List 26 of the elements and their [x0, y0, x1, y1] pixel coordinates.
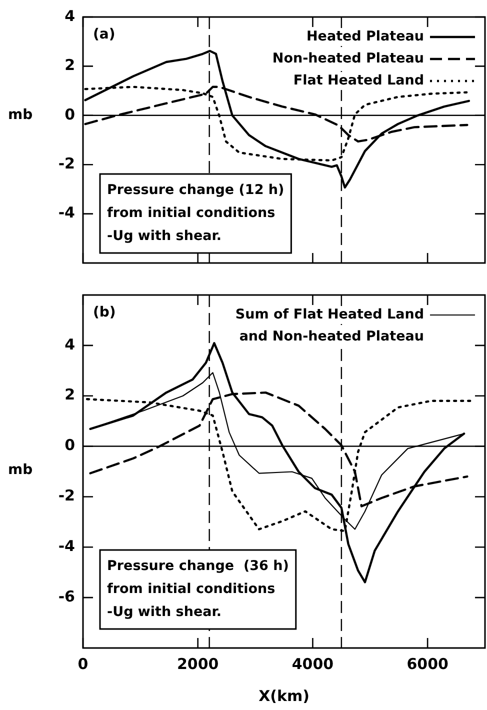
legend-label: Heated Plateau [306, 28, 424, 44]
x-tick-label: 2000 [176, 654, 219, 673]
annotation: Pressure change (36 h) from initial conditions -Ug with shear. [107, 558, 289, 620]
legend-label: Non-heated Plateau [272, 50, 424, 66]
y-tick-label: -4 [58, 537, 75, 556]
y-tick-label: -2 [58, 486, 75, 505]
y-tick-label: 4 [64, 335, 75, 354]
y-tick-label: -6 [58, 587, 75, 606]
y-tick-label: 0 [64, 105, 75, 124]
annotation: (b) [93, 304, 116, 321]
x-axis-title: X(km) [258, 686, 310, 705]
legend-label: Flat Heated Land [293, 72, 424, 88]
x-tick-label: 6000 [406, 654, 448, 673]
y-tick-label: 0 [64, 436, 75, 454]
y-tick-label: 2 [64, 386, 75, 404]
annotation: (a) [93, 26, 116, 43]
x-tick-label: 4000 [292, 654, 334, 673]
y-tick-label: 2 [64, 56, 75, 74]
legend-label: Sum of Flat Heated Land and Non-heated Plateau [235, 306, 424, 344]
y-axis-title: mb [8, 107, 33, 124]
y-axis-title: mb [8, 462, 33, 478]
x-tick-label: 0 [78, 654, 88, 673]
y-tick-label: 4 [64, 6, 75, 25]
y-tick-label: -4 [58, 204, 75, 222]
y-tick-label: -2 [58, 154, 75, 172]
annotation: Pressure change (12 h) from initial conditions -Ug with shear. [107, 182, 284, 244]
